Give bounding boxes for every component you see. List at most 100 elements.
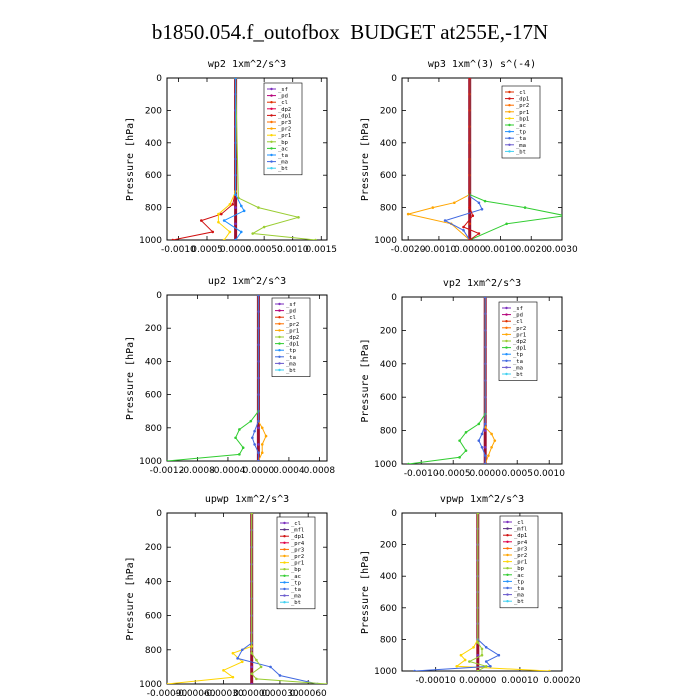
series-point	[257, 206, 260, 209]
panel-2: wp3 1xm^(3) s^(-4) Pressure [hPa] 0 200 400 6…	[360, 59, 578, 255]
legend-marker	[508, 104, 511, 107]
series-point	[222, 669, 225, 672]
y-tick-label: 600	[145, 612, 162, 622]
legend-marker	[505, 320, 508, 323]
legend-label: _bt	[516, 149, 526, 155]
x-tick-label: -0.00010	[415, 676, 456, 686]
legend-label: _ta	[514, 586, 524, 592]
series-point	[505, 222, 508, 226]
series-point	[483, 446, 487, 449]
series-point	[250, 682, 254, 684]
series-point	[171, 238, 175, 240]
series-point	[269, 665, 272, 669]
legend-marker	[508, 137, 511, 140]
y-tick-label: 800	[380, 427, 397, 437]
series-point	[484, 664, 488, 668]
legend-label: _cl	[514, 520, 524, 526]
x-tick-label: 0.0000	[469, 469, 501, 479]
series-point	[238, 428, 241, 431]
y-tick-label: 600	[380, 171, 397, 181]
legend-marker	[270, 114, 273, 117]
series-point	[483, 199, 487, 203]
x-tick-label: 0.00020	[543, 676, 580, 686]
y-tick-label: 1000	[139, 457, 162, 467]
series-point	[443, 219, 447, 222]
series-point	[241, 446, 245, 450]
x-tick-label: 0.00000	[233, 689, 270, 699]
legend-marker	[506, 567, 509, 570]
x-tick-label: 0.0004	[273, 466, 305, 476]
legend-marker	[270, 107, 273, 111]
series-point	[477, 422, 481, 426]
series-point	[477, 232, 481, 235]
series-point	[468, 78, 471, 80]
y-tick-label: 400	[380, 139, 397, 149]
legend-marker	[505, 359, 508, 362]
legend-marker	[506, 520, 509, 524]
legend-marker	[270, 153, 273, 157]
legend-label: _pr2	[286, 322, 299, 328]
x-tick-label: -0.0008	[180, 466, 215, 476]
y-tick-label: 400	[380, 360, 397, 370]
y-axis-label: Pressure [hPa]	[360, 550, 371, 634]
legend-label: _pr1	[291, 561, 304, 567]
series-point	[462, 228, 465, 232]
legend-marker	[508, 90, 511, 94]
x-tick-label: 0.0015	[306, 245, 338, 255]
legend-marker	[506, 580, 509, 583]
series-point	[476, 513, 480, 515]
series-point	[262, 225, 266, 229]
y-axis-label: Pressure [hPa]	[125, 556, 136, 640]
x-tick-label: -0.0010	[161, 245, 196, 255]
series-point	[260, 426, 264, 430]
series-point	[497, 653, 501, 657]
legend-label: _pr2	[513, 326, 526, 332]
legend-marker	[506, 534, 509, 537]
legend-marker	[278, 322, 281, 325]
legend-label: _sf	[513, 306, 523, 312]
legend-label: _pr1	[286, 328, 299, 334]
y-tick-label: 800	[145, 204, 162, 214]
series-point	[199, 219, 203, 222]
legend-marker	[505, 372, 508, 376]
legend-label: _ma	[286, 361, 296, 367]
series-point	[249, 419, 253, 423]
plot-frame	[166, 294, 328, 462]
legend-label: _ta	[286, 355, 296, 361]
series-point	[240, 660, 244, 664]
legend-label: _bt	[286, 368, 296, 374]
legend-label: _ta	[278, 153, 288, 159]
y-tick-label: 1000	[374, 667, 397, 677]
legend: _sf_pd_cl_dp2_dp1_pr3_pr2_pr1_bp_ac_ta_m…	[263, 82, 303, 176]
legend-marker	[278, 349, 281, 352]
series-point	[458, 456, 461, 459]
y-tick-label: 800	[380, 635, 397, 645]
series-point	[468, 206, 471, 209]
y-tick-label: 0	[391, 509, 397, 519]
series-point	[236, 657, 239, 660]
y-axis-label: Pressure [hPa]	[360, 117, 371, 201]
x-tick-label: 0.0005	[191, 245, 223, 255]
series-group	[407, 297, 497, 464]
legend-label: _pr4	[514, 540, 528, 546]
series-line-dp1	[172, 78, 237, 240]
series-point	[231, 675, 235, 679]
legend-label: _ma	[278, 160, 288, 166]
series-point	[211, 230, 215, 234]
x-tick-label: -0.0012	[150, 466, 185, 476]
legend-marker	[283, 561, 286, 564]
series-point	[406, 212, 410, 216]
panel-3: up2 1xm^2/s^3 Pressure [hPa] 0 200 400 600 800…	[125, 276, 335, 476]
series-point	[464, 430, 468, 434]
legend-marker	[270, 101, 273, 104]
series-point	[251, 232, 255, 235]
legend-label: _bt	[278, 166, 288, 172]
series-group	[167, 295, 268, 461]
legend-marker	[505, 333, 508, 336]
legend-label: _bp1	[516, 116, 529, 122]
legend-label: _bp	[278, 140, 288, 146]
x-tick-label: 0.0030	[546, 245, 578, 255]
legend-label: _pr2	[516, 103, 529, 109]
legend-marker	[278, 355, 281, 358]
legend-marker	[270, 167, 273, 170]
